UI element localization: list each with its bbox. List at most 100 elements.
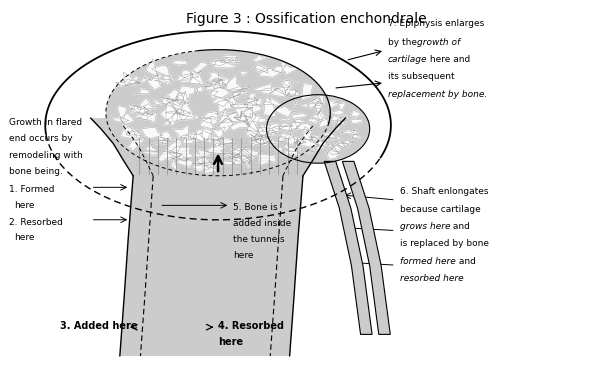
- Polygon shape: [312, 96, 324, 105]
- Polygon shape: [316, 98, 321, 106]
- Polygon shape: [143, 152, 159, 155]
- Polygon shape: [314, 144, 325, 150]
- Polygon shape: [223, 55, 242, 61]
- Polygon shape: [280, 119, 290, 122]
- Polygon shape: [176, 86, 195, 103]
- Polygon shape: [226, 76, 244, 91]
- Polygon shape: [230, 147, 245, 156]
- Polygon shape: [225, 95, 239, 100]
- Polygon shape: [264, 101, 276, 117]
- Polygon shape: [157, 149, 181, 162]
- Polygon shape: [145, 104, 159, 112]
- Polygon shape: [217, 100, 234, 113]
- Polygon shape: [228, 121, 250, 130]
- Polygon shape: [233, 152, 252, 164]
- Polygon shape: [279, 123, 293, 127]
- Polygon shape: [197, 156, 205, 164]
- Polygon shape: [253, 64, 268, 73]
- Polygon shape: [247, 98, 262, 105]
- Polygon shape: [133, 113, 153, 120]
- Polygon shape: [203, 164, 219, 174]
- Text: the tunnels: the tunnels: [233, 235, 285, 244]
- Polygon shape: [300, 104, 307, 107]
- Polygon shape: [244, 108, 253, 126]
- Text: 4. Resorbed: 4. Resorbed: [218, 321, 284, 331]
- Text: formed here: formed here: [400, 257, 456, 265]
- Polygon shape: [253, 137, 269, 144]
- Text: Growth in flared: Growth in flared: [9, 118, 82, 127]
- Polygon shape: [198, 71, 201, 73]
- Polygon shape: [200, 116, 220, 126]
- Polygon shape: [196, 86, 203, 94]
- Polygon shape: [244, 101, 263, 113]
- Polygon shape: [260, 68, 281, 77]
- Polygon shape: [126, 137, 145, 151]
- Polygon shape: [212, 97, 229, 107]
- Polygon shape: [332, 136, 341, 139]
- Polygon shape: [326, 142, 335, 145]
- Polygon shape: [204, 79, 222, 87]
- Polygon shape: [259, 127, 278, 134]
- Polygon shape: [177, 93, 185, 104]
- Polygon shape: [312, 112, 323, 119]
- Polygon shape: [230, 90, 250, 94]
- Text: is replaced by bone: is replaced by bone: [400, 239, 489, 248]
- Polygon shape: [230, 148, 242, 156]
- Polygon shape: [244, 93, 257, 106]
- Polygon shape: [296, 123, 313, 131]
- Polygon shape: [255, 135, 275, 146]
- Polygon shape: [172, 124, 188, 139]
- Polygon shape: [193, 149, 212, 160]
- Text: by the: by the: [388, 38, 420, 47]
- Polygon shape: [234, 88, 249, 92]
- Polygon shape: [149, 75, 162, 78]
- Polygon shape: [145, 59, 158, 77]
- Text: 1. Formed: 1. Formed: [9, 185, 54, 194]
- Polygon shape: [286, 90, 298, 97]
- Polygon shape: [152, 65, 170, 77]
- Polygon shape: [212, 127, 225, 142]
- Polygon shape: [181, 70, 199, 78]
- Polygon shape: [269, 88, 285, 97]
- Polygon shape: [264, 124, 280, 135]
- Polygon shape: [211, 87, 230, 98]
- Polygon shape: [247, 121, 259, 138]
- Polygon shape: [300, 130, 313, 140]
- Polygon shape: [250, 134, 259, 141]
- Polygon shape: [294, 136, 304, 148]
- Polygon shape: [178, 110, 200, 120]
- Polygon shape: [341, 139, 353, 146]
- Polygon shape: [319, 117, 327, 127]
- Polygon shape: [212, 80, 226, 86]
- Polygon shape: [322, 135, 331, 142]
- Polygon shape: [253, 84, 272, 91]
- Polygon shape: [200, 131, 212, 143]
- Polygon shape: [171, 60, 187, 65]
- Polygon shape: [160, 98, 179, 101]
- Polygon shape: [160, 102, 177, 120]
- Polygon shape: [206, 143, 226, 154]
- Polygon shape: [323, 133, 337, 138]
- Polygon shape: [151, 138, 169, 145]
- Polygon shape: [111, 117, 129, 122]
- Polygon shape: [214, 157, 220, 158]
- Polygon shape: [192, 164, 209, 171]
- Polygon shape: [236, 116, 252, 121]
- Polygon shape: [137, 75, 151, 83]
- Text: replacement by bone.: replacement by bone.: [388, 90, 487, 99]
- Polygon shape: [310, 138, 318, 141]
- Polygon shape: [231, 155, 250, 164]
- Text: end occurs by: end occurs by: [9, 134, 72, 143]
- Text: growth of: growth of: [417, 38, 460, 47]
- Polygon shape: [248, 155, 255, 161]
- Polygon shape: [250, 135, 272, 141]
- Polygon shape: [286, 135, 298, 145]
- Polygon shape: [174, 154, 192, 161]
- Polygon shape: [163, 139, 182, 153]
- Text: here: here: [13, 201, 34, 210]
- Polygon shape: [252, 138, 269, 147]
- Polygon shape: [256, 125, 271, 139]
- Polygon shape: [263, 97, 282, 105]
- Polygon shape: [308, 118, 318, 123]
- Polygon shape: [148, 97, 166, 106]
